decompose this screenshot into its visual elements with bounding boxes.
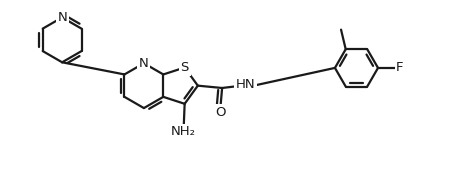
Text: F: F — [396, 61, 404, 74]
Text: S: S — [180, 61, 189, 74]
Text: HN: HN — [235, 78, 255, 91]
Text: O: O — [215, 106, 226, 119]
Text: NH₂: NH₂ — [171, 125, 196, 138]
Text: N: N — [57, 11, 67, 24]
Text: N: N — [139, 57, 149, 70]
